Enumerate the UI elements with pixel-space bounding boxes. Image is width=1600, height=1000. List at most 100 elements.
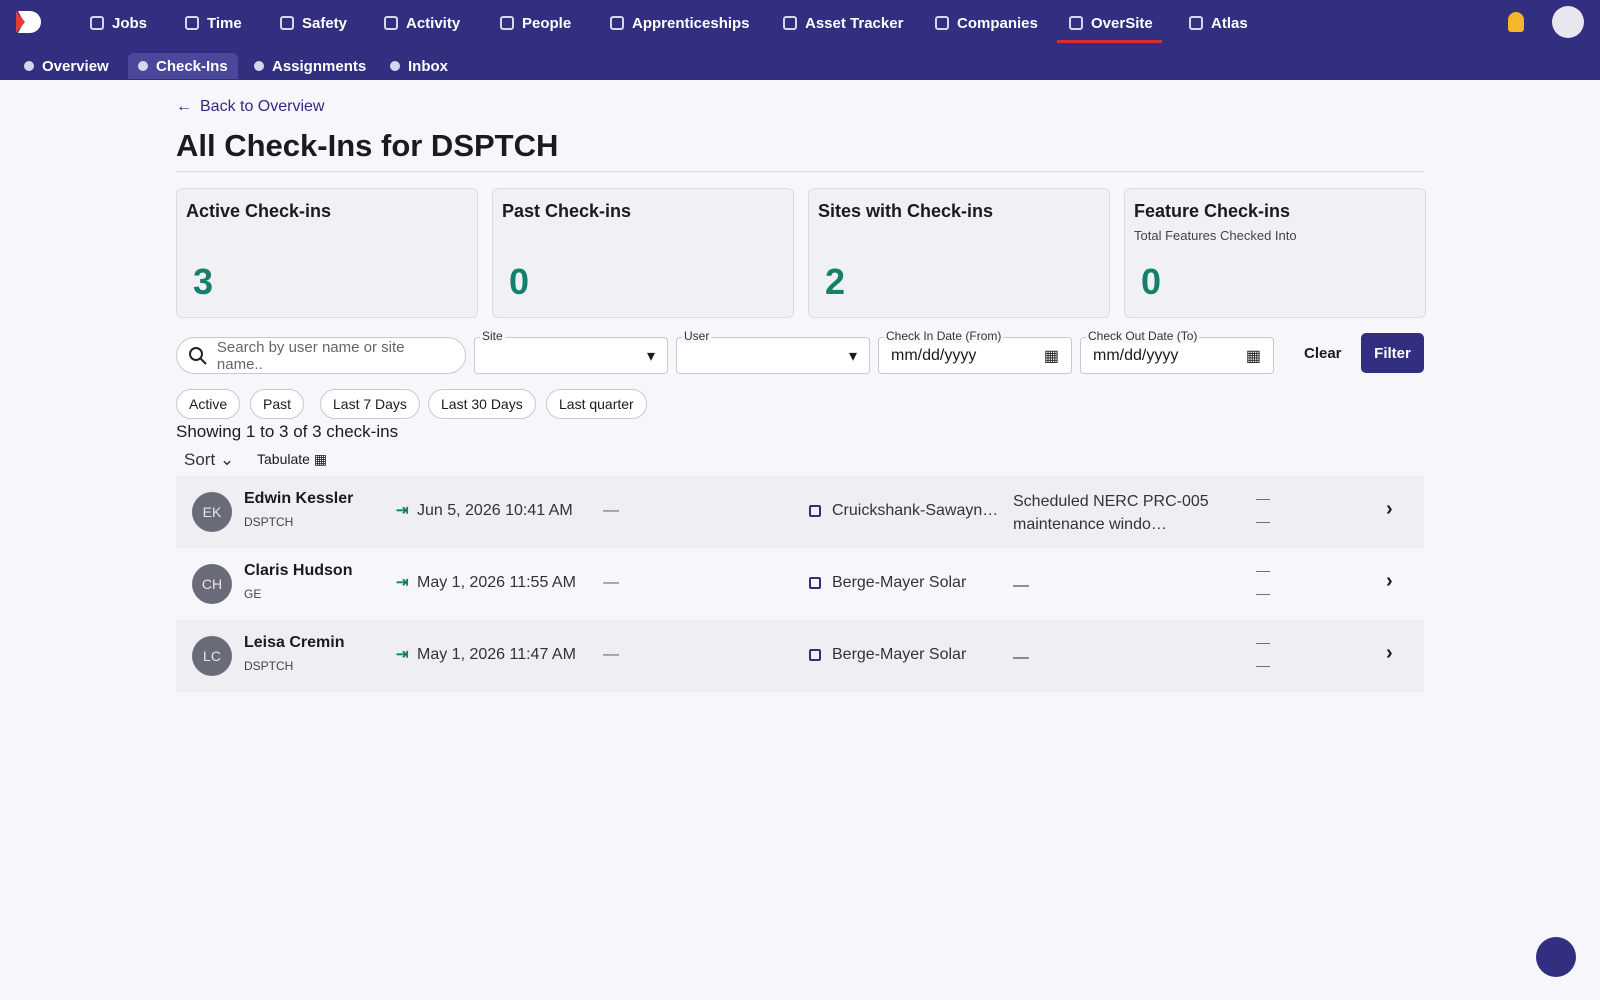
user-label: User: [682, 329, 712, 343]
stat-value: 3: [193, 261, 214, 302]
feature: —: [1256, 657, 1270, 673]
check-in-icon: ⇥: [396, 502, 409, 519]
check-in-time: May 1, 2026 11:47 AM: [417, 646, 576, 663]
nav-icon: [1069, 16, 1083, 30]
check-in-row[interactable]: LC Leisa Cremin DSPTCH ⇥ May 1, 2026 11:47 A…: [176, 620, 1424, 692]
row-chevron[interactable]: ›: [1386, 642, 1393, 664]
subnav-label[interactable]: Assignments: [272, 57, 367, 75]
nav-label[interactable]: Companies: [957, 14, 1038, 32]
check-out-label: Check Out Date (To): [1086, 329, 1200, 343]
nav-label[interactable]: OverSite: [1091, 14, 1153, 32]
nav-label[interactable]: Safety: [302, 14, 348, 32]
search-placeholder: Search by user name or site name..: [216, 338, 405, 373]
subnav-label[interactable]: Overview: [42, 57, 109, 75]
nav-label[interactable]: Jobs: [112, 14, 148, 32]
nav-item[interactable]: Time: [185, 12, 242, 34]
nav-label[interactable]: Asset Tracker: [805, 14, 904, 32]
nav-item[interactable]: Safety: [280, 12, 347, 34]
nav-item[interactable]: Asset Tracker: [783, 12, 903, 34]
check-in-row[interactable]: EK Edwin Kessler DSPTCH ⇥ Jun 5, 2026 10:41 …: [176, 476, 1424, 548]
feature: —: [1256, 562, 1270, 578]
subnav-dot: [390, 61, 400, 71]
nav-item[interactable]: OverSite: [1069, 12, 1153, 34]
page-title: All Check-Ins for DSPTCH: [176, 128, 559, 163]
nav-icon: [185, 16, 199, 30]
stat-value: 0: [509, 261, 530, 302]
nav-label[interactable]: Atlas: [1211, 14, 1248, 32]
user-select[interactable]: ▾: [676, 337, 870, 374]
nav-label[interactable]: People: [522, 14, 572, 32]
back-link-text[interactable]: Back to Overview: [200, 98, 325, 115]
filter-chip[interactable]: Last quarter: [546, 389, 647, 419]
check-in-time: May 1, 2026 11:55 AM: [417, 574, 576, 591]
feature: —: [1256, 490, 1270, 506]
subnav-dot: [254, 61, 264, 71]
company: DSPTCH: [244, 515, 294, 529]
active-indicator: [1057, 40, 1162, 43]
notes: Scheduled NERC PRC-005 maintenance windo…: [1013, 493, 1209, 533]
subnav-item[interactable]: Overview: [14, 53, 119, 79]
filter-chip[interactable]: Active: [176, 389, 241, 419]
user-name: Leisa Cremin: [244, 634, 345, 651]
sort-button[interactable]: Sort ⌄: [184, 450, 235, 469]
nav-label[interactable]: Time: [207, 14, 242, 32]
site-select[interactable]: ▾: [474, 337, 668, 374]
nav-item[interactable]: Companies: [935, 12, 1038, 34]
nav-icon: [90, 16, 104, 30]
company: DSPTCH: [244, 659, 294, 673]
notes: —: [1013, 649, 1029, 666]
check-in-row[interactable]: CH Claris Hudson GE ⇥ May 1, 2026 11:55 AM — B…: [176, 548, 1424, 620]
filter-button[interactable]: Filter: [1361, 333, 1424, 373]
search-input[interactable]: Search by user name or site name..: [176, 337, 466, 374]
stat-card: Active Check-ins 3: [176, 188, 478, 318]
check-out-time: —: [603, 574, 619, 591]
nav-icon: [500, 16, 514, 30]
subnav-item[interactable]: Assignments: [244, 53, 376, 79]
notes: —: [1013, 577, 1029, 594]
back-link[interactable]: ← Back to Overview: [176, 98, 325, 115]
user-avatar[interactable]: [1552, 6, 1584, 38]
site-name: Cruickshank-Sawayn…: [832, 502, 999, 519]
avatar: LC: [192, 636, 232, 676]
stat-card: Past Check-ins 0: [492, 188, 794, 318]
site-label: Site: [480, 329, 505, 343]
filter-chip[interactable]: Past: [250, 389, 305, 419]
subnav-item[interactable]: Check-Ins: [128, 53, 238, 79]
feature: —: [1256, 513, 1270, 529]
subnav-label[interactable]: Inbox: [408, 57, 448, 75]
notification-bell[interactable]: [1508, 12, 1524, 32]
site-name: Berge-Mayer Solar: [832, 646, 967, 663]
subnav-item[interactable]: Inbox: [380, 53, 458, 79]
check-out-time: —: [603, 646, 619, 663]
nav-item[interactable]: People: [500, 12, 571, 34]
nav-item[interactable]: Apprenticeships: [610, 12, 750, 34]
check-in-icon: ⇥: [396, 574, 409, 591]
logo[interactable]: [14, 8, 50, 36]
avatar: CH: [192, 564, 232, 604]
clear-button[interactable]: Clear: [1304, 345, 1342, 362]
subnav-dot: [138, 61, 148, 71]
filter-chip[interactable]: Last 7 Days: [320, 389, 420, 419]
nav-item[interactable]: Atlas: [1189, 12, 1248, 34]
row-chevron[interactable]: ›: [1386, 570, 1393, 592]
nav-item[interactable]: Activity: [384, 12, 460, 34]
sort-text[interactable]: Sort: [184, 450, 216, 469]
feature: —: [1256, 634, 1270, 650]
tabulate-text[interactable]: Tabulate: [257, 451, 310, 467]
date-placeholder: mm/dd/yyyy: [1093, 346, 1179, 364]
user-name: Claris Hudson: [244, 562, 353, 579]
stat-label: Past Check-ins: [502, 201, 632, 221]
chat-button[interactable]: [1536, 937, 1576, 977]
site-name: Berge-Mayer Solar: [832, 574, 967, 591]
stat-sublabel: Total Features Checked Into: [1134, 228, 1297, 243]
nav-label[interactable]: Apprenticeships: [632, 14, 750, 32]
nav-icon: [783, 16, 797, 30]
divider: [176, 171, 1424, 172]
tabulate-button[interactable]: Tabulate ▦: [257, 451, 328, 467]
row-chevron[interactable]: ›: [1386, 498, 1393, 520]
filter-chip[interactable]: Last 30 Days: [428, 389, 536, 419]
nav-label[interactable]: Activity: [406, 14, 461, 32]
subnav-label[interactable]: Check-Ins: [156, 57, 228, 75]
user-name: Edwin Kessler: [244, 490, 354, 507]
nav-item[interactable]: Jobs: [90, 12, 147, 34]
